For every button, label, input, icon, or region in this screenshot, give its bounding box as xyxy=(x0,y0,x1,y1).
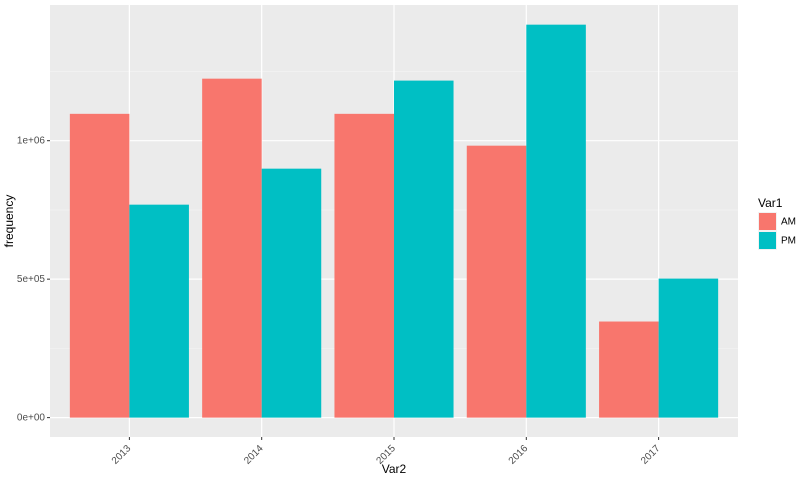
x-tick-label: 2013 xyxy=(110,443,134,467)
legend-key xyxy=(759,232,776,249)
bar xyxy=(69,113,130,418)
x-tick-label: 2017 xyxy=(639,443,663,467)
bar xyxy=(526,24,586,418)
legend-title: Var1 xyxy=(758,196,783,210)
legend-key xyxy=(759,213,776,230)
bar xyxy=(658,278,719,418)
legend-label: PM xyxy=(781,236,796,247)
bar xyxy=(394,80,454,418)
x-tick-label: 2014 xyxy=(242,443,266,467)
bar xyxy=(202,78,262,418)
x-axis-title: Var2 xyxy=(382,462,407,476)
bar xyxy=(599,321,659,418)
bar xyxy=(466,145,527,418)
bar xyxy=(261,168,322,418)
x-tick-label: 2016 xyxy=(507,443,531,467)
y-tick-label: 5e+05 xyxy=(17,274,46,285)
y-axis-title: frequency xyxy=(2,195,16,248)
y-tick-label: 0e+00 xyxy=(17,412,46,423)
bar xyxy=(334,113,394,418)
bar xyxy=(129,204,189,418)
y-tick-label: 1e+06 xyxy=(17,135,46,146)
legend-label: AM xyxy=(781,217,796,228)
